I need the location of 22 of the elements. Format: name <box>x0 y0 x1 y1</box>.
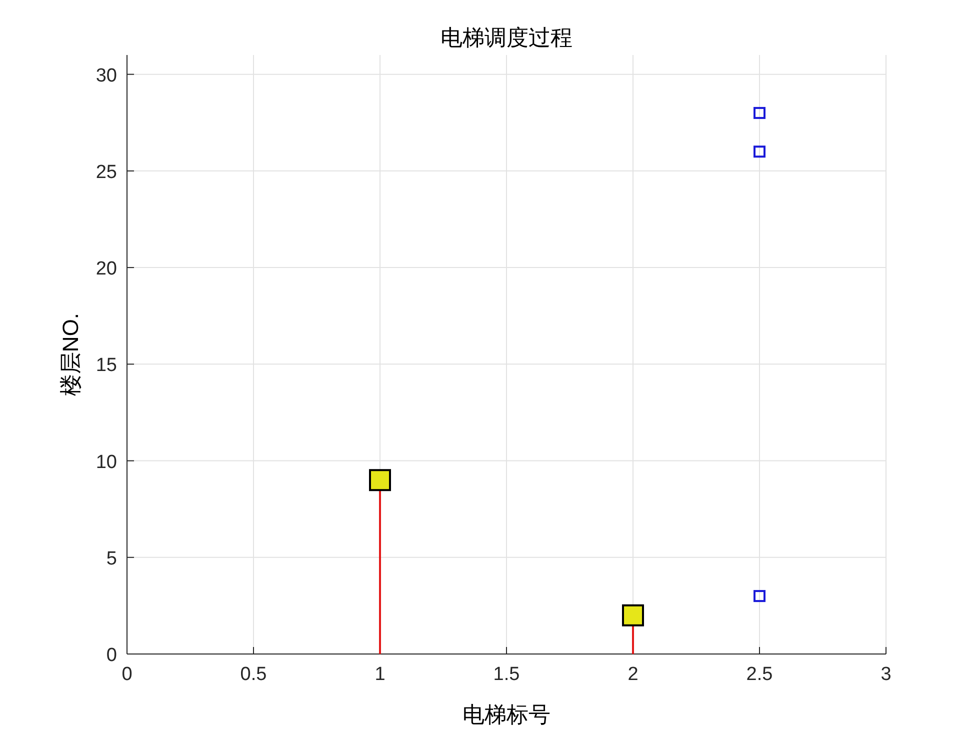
x-tick-label: 2.5 <box>746 664 773 685</box>
y-tick-label: 5 <box>106 548 117 570</box>
x-tick-label: 1 <box>374 664 386 685</box>
chart-title: 电梯调度过程 <box>440 25 572 50</box>
x-tick-label: 0 <box>122 664 132 685</box>
point <box>754 106 766 119</box>
x-tick-label: 2 <box>628 664 638 685</box>
y-tick-label: 25 <box>96 162 117 183</box>
y-tick-label: 0 <box>106 645 117 666</box>
x-tick-label: 1.5 <box>493 664 520 685</box>
point <box>369 469 391 492</box>
y-tick-label: 20 <box>96 258 117 280</box>
y-axis-title: 楼层NO. <box>58 312 83 396</box>
x-axis-title: 电梯标号 <box>462 702 550 727</box>
point <box>754 146 766 158</box>
y-tick-label: 30 <box>96 65 117 86</box>
point <box>622 604 644 626</box>
y-tick-label: 10 <box>96 452 117 473</box>
x-tick-label: 0.5 <box>240 664 267 685</box>
point <box>754 590 766 602</box>
x-tick-label: 3 <box>880 664 892 685</box>
y-tick-label: 15 <box>96 355 117 376</box>
